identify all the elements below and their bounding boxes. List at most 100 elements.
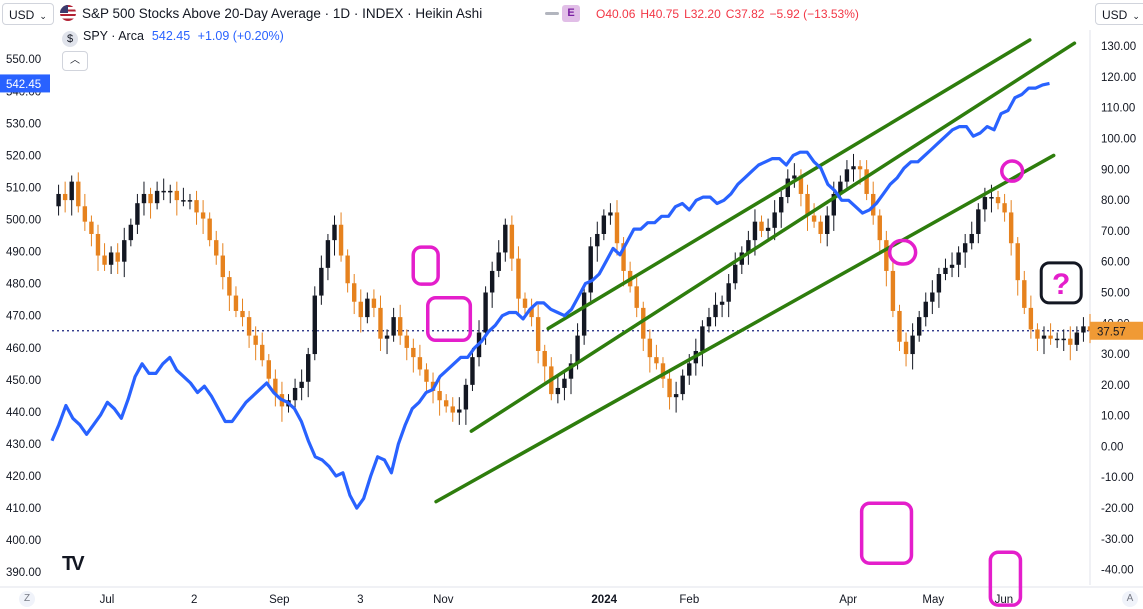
candle-body: [634, 286, 639, 308]
candle-body: [1054, 338, 1060, 341]
candle-body: [522, 298, 528, 308]
spy-last-price-tag: [0, 74, 50, 93]
left-tick-label: 400.00: [6, 535, 41, 547]
x-tick-label: May: [922, 594, 944, 606]
right-tick-label: -30.00: [1101, 534, 1134, 546]
right-tick-label: -20.00: [1101, 503, 1134, 515]
candle-body: [779, 197, 784, 213]
highlight-box: [1000, 159, 1025, 183]
candle-body: [214, 240, 219, 256]
x-tick-label: Apr: [839, 594, 857, 606]
candle-body: [260, 344, 265, 361]
candle-body: [673, 394, 679, 398]
visibility-icon: [545, 12, 559, 15]
right-tick-label: 130.00: [1101, 41, 1136, 53]
top-toolbar: USD ⌄ S&P 500 Stocks Above 20-Day Average…: [0, 0, 1143, 30]
candle-body: [765, 227, 771, 231]
spy-line: [50, 81, 1050, 510]
left-tick-label: 520.00: [6, 150, 41, 162]
highlight-box: [859, 501, 914, 565]
candle-body: [825, 215, 830, 234]
candle-body: [253, 335, 258, 345]
candle-body: [713, 304, 718, 318]
right-price-axis: 130.00 120.00 110.00 100.00 90.00 80.00 70.00 6…: [1101, 41, 1136, 576]
right-currency-button[interactable]: USD ⌄: [1095, 3, 1143, 25]
candle-body: [424, 369, 429, 382]
candle-body: [76, 181, 81, 207]
candle-body: [1061, 338, 1066, 341]
left-tick-label: 530.00: [6, 118, 41, 130]
candle-body: [989, 197, 994, 199]
candle-body: [62, 193, 68, 201]
right-tick-label: 10.00: [1101, 411, 1130, 423]
candle-body: [95, 233, 101, 256]
zoom-reset-button[interactable]: Z: [19, 591, 35, 607]
candle-body: [411, 347, 416, 358]
candle-body: [141, 193, 147, 204]
candle-body: [930, 292, 935, 302]
candle-body: [437, 391, 442, 401]
event-toggle[interactable]: E: [545, 5, 581, 22]
candle-body: [884, 240, 889, 271]
candle-body: [102, 255, 107, 265]
candle-body: [575, 335, 580, 364]
compare-symbol-legend[interactable]: $ SPY · Arca 542.45 +1.09 (+0.20%): [62, 29, 284, 47]
candle-body: [148, 193, 153, 204]
auto-scale-button[interactable]: A: [1122, 591, 1138, 607]
candle-body: [135, 203, 140, 225]
candle-body: [1028, 307, 1034, 330]
candle-body: [595, 233, 600, 247]
candle-body: [608, 212, 613, 216]
candle-body: [332, 224, 337, 241]
left-currency-button[interactable]: USD ⌄: [2, 3, 54, 25]
candle-body: [220, 255, 226, 278]
candle-body: [680, 375, 685, 395]
low-value: L32.20: [684, 7, 721, 21]
candle-body: [660, 363, 666, 379]
right-tick-label: 30.00: [1101, 349, 1130, 361]
candle-body: [555, 387, 561, 395]
chart-title: S&P 500 Stocks Above 20-Day Average · 1D…: [60, 5, 482, 21]
candle-body: [345, 255, 350, 284]
high-value: H40.75: [640, 7, 680, 21]
candle-body: [174, 190, 180, 201]
candle-body: [759, 221, 764, 231]
chart-title-text: S&P 500 Stocks Above 20-Day Average · 1D…: [82, 6, 483, 21]
candle-body: [299, 381, 304, 388]
breadth-last-value-tag: [1090, 321, 1143, 340]
candle-body: [503, 224, 508, 253]
highlight-boxes: ?: [411, 159, 1083, 607]
symbol-price: 542.45: [151, 29, 191, 43]
collapse-legend-button[interactable]: ︿: [62, 51, 88, 71]
candle-body: [128, 224, 134, 241]
candle-body: [831, 193, 836, 216]
left-tick-label: 500.00: [6, 215, 41, 227]
time-axis: Jul 2 Sep 3 Nov 2024 Feb Apr May Jun: [100, 594, 1013, 606]
right-tick-label: 60.00: [1101, 257, 1130, 269]
candle-body: [838, 181, 843, 194]
right-tick-label: 50.00: [1101, 287, 1130, 299]
highlight-box: [426, 296, 473, 343]
tradingview-logo: TV: [62, 553, 84, 576]
candle-body: [785, 178, 790, 198]
candle-body: [798, 175, 804, 194]
candle-body: [483, 292, 488, 333]
grid-layer: [0, 30, 1143, 588]
candle-body: [995, 197, 1001, 204]
candle-body: [641, 307, 646, 339]
candle-body: [614, 212, 620, 244]
candle-body: [706, 317, 712, 327]
candle-body: [496, 252, 501, 271]
ohlc-readout: O40.06 H40.75 L32.20 C37.82 −5.92 (−13.53%): [596, 7, 864, 21]
candle-body: [404, 335, 409, 348]
channel-line: [434, 153, 1056, 504]
x-tick-label: 2: [191, 594, 197, 606]
left-tick-label: 550.00: [6, 54, 41, 66]
candle-body: [1074, 332, 1080, 345]
candle-body: [207, 218, 212, 241]
candle-body: [949, 264, 955, 268]
right-tick-label: -40.00: [1101, 565, 1134, 577]
candle-body: [811, 215, 817, 222]
candle-body: [168, 190, 173, 193]
